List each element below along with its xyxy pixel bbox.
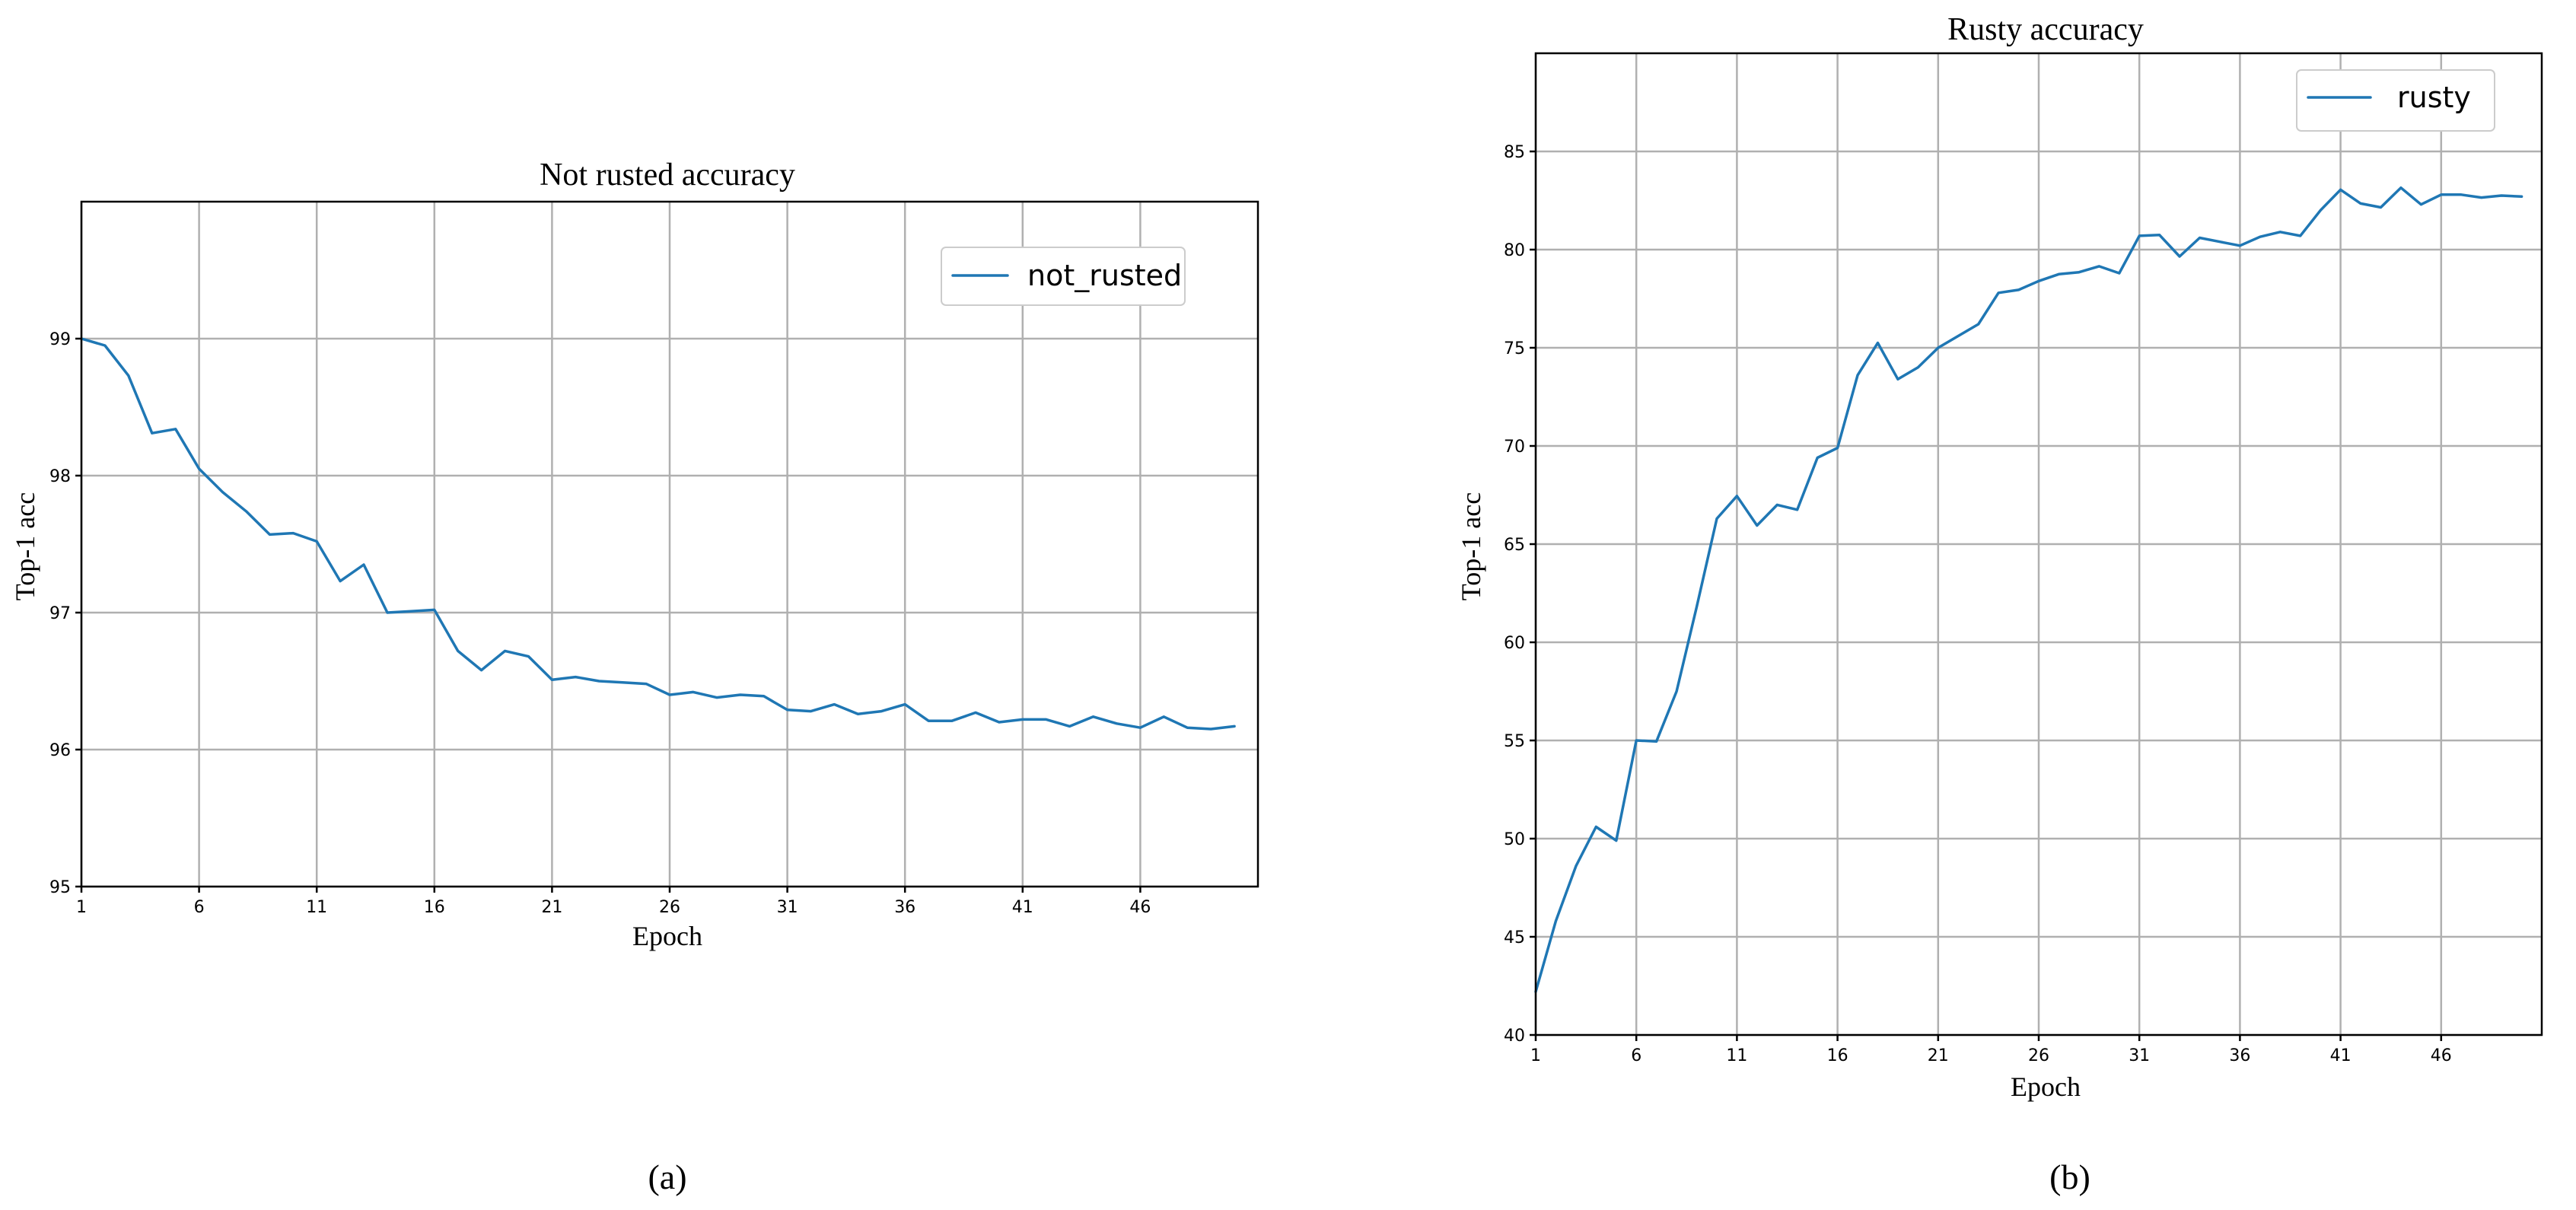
y-tick-label: 98 xyxy=(49,467,71,486)
legend-box xyxy=(2296,69,2495,132)
x-tick-label: 36 xyxy=(2229,1046,2250,1065)
legend-box xyxy=(941,247,1186,306)
y-tick-label: 96 xyxy=(49,741,71,760)
x-tick-label: 41 xyxy=(1012,898,1033,917)
y-tick-label: 99 xyxy=(49,330,71,349)
x-tick-label: 6 xyxy=(194,898,205,917)
y-tick-label: 70 xyxy=(1504,438,1525,457)
y-tick-label: 55 xyxy=(1504,732,1525,751)
y-tick-label: 97 xyxy=(49,604,71,623)
x-tick-label: 11 xyxy=(306,898,327,917)
chart-title: Not rusted accuracy xyxy=(540,158,795,193)
x-tick-label: 46 xyxy=(2431,1046,2452,1065)
y-tick-label: 65 xyxy=(1504,536,1525,555)
legend: rusty xyxy=(2296,69,2495,132)
caption-a: (a) xyxy=(648,1157,686,1196)
x-tick-label: 6 xyxy=(1631,1046,1641,1065)
y-tick-label: 95 xyxy=(49,878,71,897)
x-tick-label: 31 xyxy=(2129,1046,2150,1065)
x-axis-label: Epoch xyxy=(2011,1071,2081,1102)
chart-rusty: Rusty accuracy Epoch Top-1 acc 1 6 11 16 21 2… xyxy=(1456,12,2543,1196)
y-tick-label: 85 xyxy=(1504,143,1525,162)
legend: not_rusted xyxy=(941,247,1186,306)
x-tick-label: 1 xyxy=(1530,1046,1541,1065)
x-tick-label: 21 xyxy=(1928,1046,1949,1065)
x-tick-label: 21 xyxy=(541,898,562,917)
x-tick-label: 11 xyxy=(1726,1046,1747,1065)
y-tick-label: 60 xyxy=(1504,634,1525,653)
y-tick-label: 40 xyxy=(1504,1027,1525,1046)
chart-not-rusted: Not rusted accuracy Epoch Top-1 acc 1 6 11… xyxy=(10,158,1259,1196)
x-tick-label: 26 xyxy=(659,898,680,917)
x-tick-label: 16 xyxy=(424,898,445,917)
series-line-not_rusted xyxy=(80,337,1236,731)
y-tick-label: 80 xyxy=(1504,241,1525,260)
y-axis-label: Top-1 acc xyxy=(10,492,40,600)
legend-label: not_rusted xyxy=(1027,259,1182,292)
legend-label: rusty xyxy=(2397,81,2471,114)
chart-title: Rusty accuracy xyxy=(1947,12,2144,47)
x-tick-label: 1 xyxy=(76,898,87,917)
y-axis-label: Top-1 acc xyxy=(1456,492,1486,600)
series-line-rusty xyxy=(1534,186,2523,993)
x-tick-label: 41 xyxy=(2330,1046,2352,1065)
x-tick-label: 31 xyxy=(777,898,798,917)
x-tick-label: 26 xyxy=(2028,1046,2049,1065)
y-tick-label: 45 xyxy=(1504,928,1525,947)
y-tick-label: 50 xyxy=(1504,830,1525,849)
x-tick-label: 16 xyxy=(1827,1046,1848,1065)
x-tick-label: 46 xyxy=(1129,898,1151,917)
caption-b: (b) xyxy=(2049,1157,2090,1196)
y-tick-label: 75 xyxy=(1504,339,1525,358)
x-tick-label: 36 xyxy=(894,898,915,917)
x-axis-label: Epoch xyxy=(632,921,702,951)
